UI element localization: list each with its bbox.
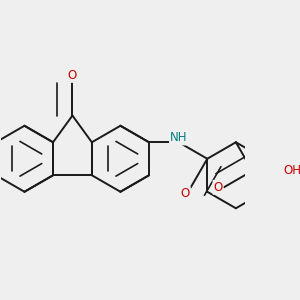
Text: O: O	[180, 187, 190, 200]
Text: NH: NH	[170, 131, 188, 145]
Text: O: O	[68, 69, 77, 82]
Text: O: O	[213, 181, 223, 194]
Text: OH: OH	[284, 164, 300, 177]
